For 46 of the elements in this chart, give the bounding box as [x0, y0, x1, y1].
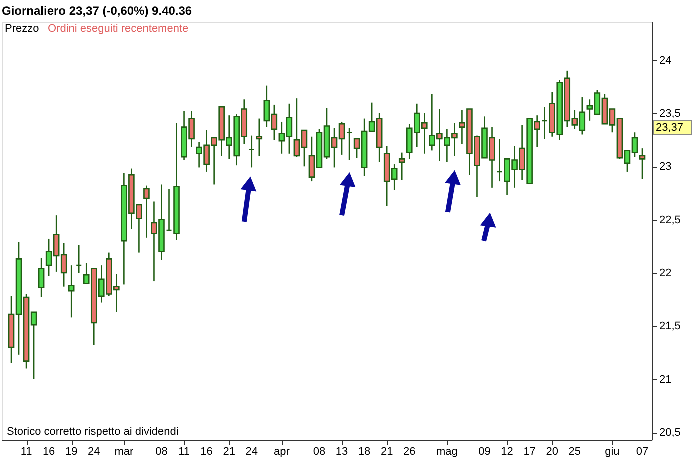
x-tick-label: 25 [568, 446, 582, 458]
candlestick [346, 128, 353, 161]
x-tick-label: giu [605, 446, 620, 458]
annotation: Storico corretto rispetto ai dividendi [7, 426, 179, 438]
annotation: Ordini eseguiti recentemente [48, 23, 189, 35]
candlestick [256, 118, 263, 157]
candlestick [68, 264, 75, 318]
x-tick-label: 09 [478, 446, 491, 458]
candlestick [38, 257, 45, 298]
x-tick-label: 19 [65, 446, 78, 458]
y-tick-label: 20,5 [660, 427, 681, 440]
x-tick-label: 17 [524, 446, 536, 458]
x-tick-label: 13 [336, 446, 348, 458]
y-tick-label: 23,5 [660, 108, 681, 120]
x-tick-label: 16 [200, 446, 213, 458]
x-tick-label: 11 [20, 446, 32, 458]
y-tick-label: 23 [660, 161, 672, 174]
candlestick [76, 244, 82, 274]
y-tick-label: 22,5 [660, 214, 681, 226]
x-tick-label: apr [274, 446, 290, 458]
x-tick-label: 07 [636, 446, 649, 458]
x-tick-label: 26 [404, 446, 416, 458]
candlestick [144, 185, 150, 239]
x-tick-label: 21 [380, 446, 394, 458]
x-tick-label: 21 [223, 446, 236, 458]
y-tick-label: 21,5 [660, 320, 681, 333]
annotation: Prezzo [5, 23, 40, 35]
y-tick-label: 22 [660, 268, 672, 280]
x-tick-label: 16 [42, 446, 56, 458]
chart-title: Giornaliero 23,37 (-0,60%) 9.40.36 [2, 4, 192, 18]
x-tick-label: 11 [178, 446, 190, 458]
y-tick-label: 24 [660, 54, 672, 67]
x-tick-label: 08 [313, 446, 326, 458]
x-tick-label: 18 [358, 446, 371, 458]
x-tick-label: mar [114, 446, 134, 458]
candlestick [639, 148, 646, 180]
candlestick [248, 135, 256, 168]
candlestick [398, 152, 406, 182]
y-tick-label: 21 [660, 374, 672, 386]
x-tick-label: 08 [156, 446, 168, 458]
x-tick-label: 20 [546, 446, 558, 458]
x-tick-label: mag [436, 446, 458, 458]
x-tick-label: 24 [246, 446, 258, 458]
text: 23,37 [656, 122, 684, 134]
x-tick-label: 12 [501, 446, 514, 458]
x-tick-label: 24 [88, 446, 100, 458]
